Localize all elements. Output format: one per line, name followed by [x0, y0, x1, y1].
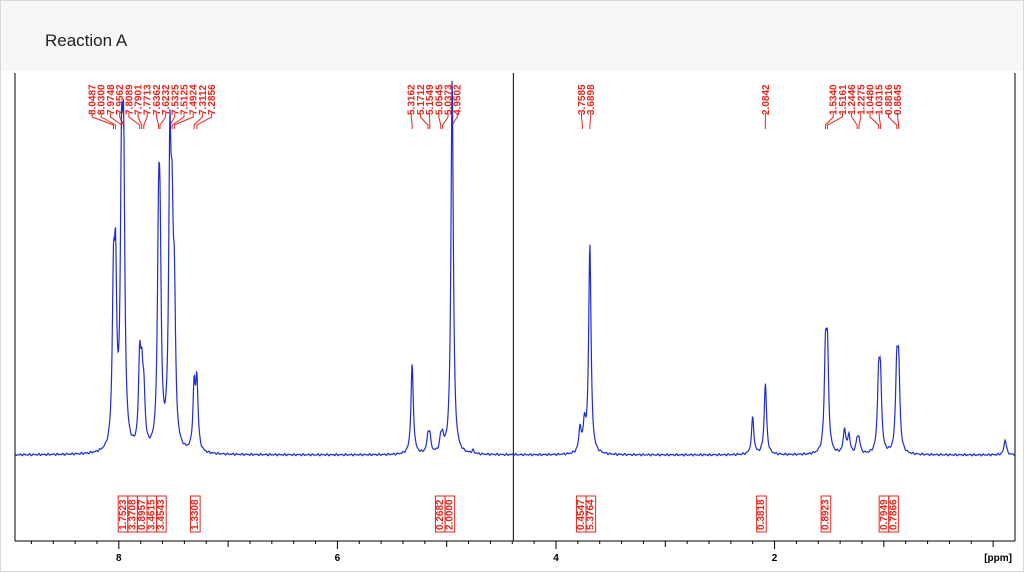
- x-axis-label: [ppm]: [984, 553, 1012, 564]
- peak-label: 0.8645: [893, 84, 904, 115]
- x-tick-label: 8: [116, 553, 122, 564]
- integral-label: 1.3308: [190, 499, 201, 530]
- integral-label: 0.7866: [888, 499, 899, 530]
- spectrum-trace: [15, 81, 1015, 456]
- plot-frame: [15, 73, 1015, 541]
- peak-label: 3.6898: [586, 84, 597, 115]
- integral-label: 2.0000: [445, 499, 456, 530]
- peak-label: 4.9502: [453, 84, 464, 115]
- integral-label: 3.4543: [156, 499, 167, 530]
- x-tick-label: 6: [335, 553, 341, 564]
- peak-label-group: 8.04878.03007.97487.95627.80897.79017.77…: [88, 84, 905, 129]
- peak-label: 7.2856: [207, 84, 218, 115]
- x-tick-label: 2: [772, 553, 778, 564]
- integral-label: 0.3818: [756, 499, 767, 530]
- integral-label: 0.8923: [821, 499, 832, 530]
- peak-label: 2.0842: [761, 84, 772, 115]
- spectrum-trace-group: [15, 81, 1015, 456]
- integral-label: 5.3764: [586, 499, 597, 530]
- x-tick-label: 4: [553, 553, 559, 564]
- x-axis: 8 6 4 2 [ppm]: [15, 541, 1015, 564]
